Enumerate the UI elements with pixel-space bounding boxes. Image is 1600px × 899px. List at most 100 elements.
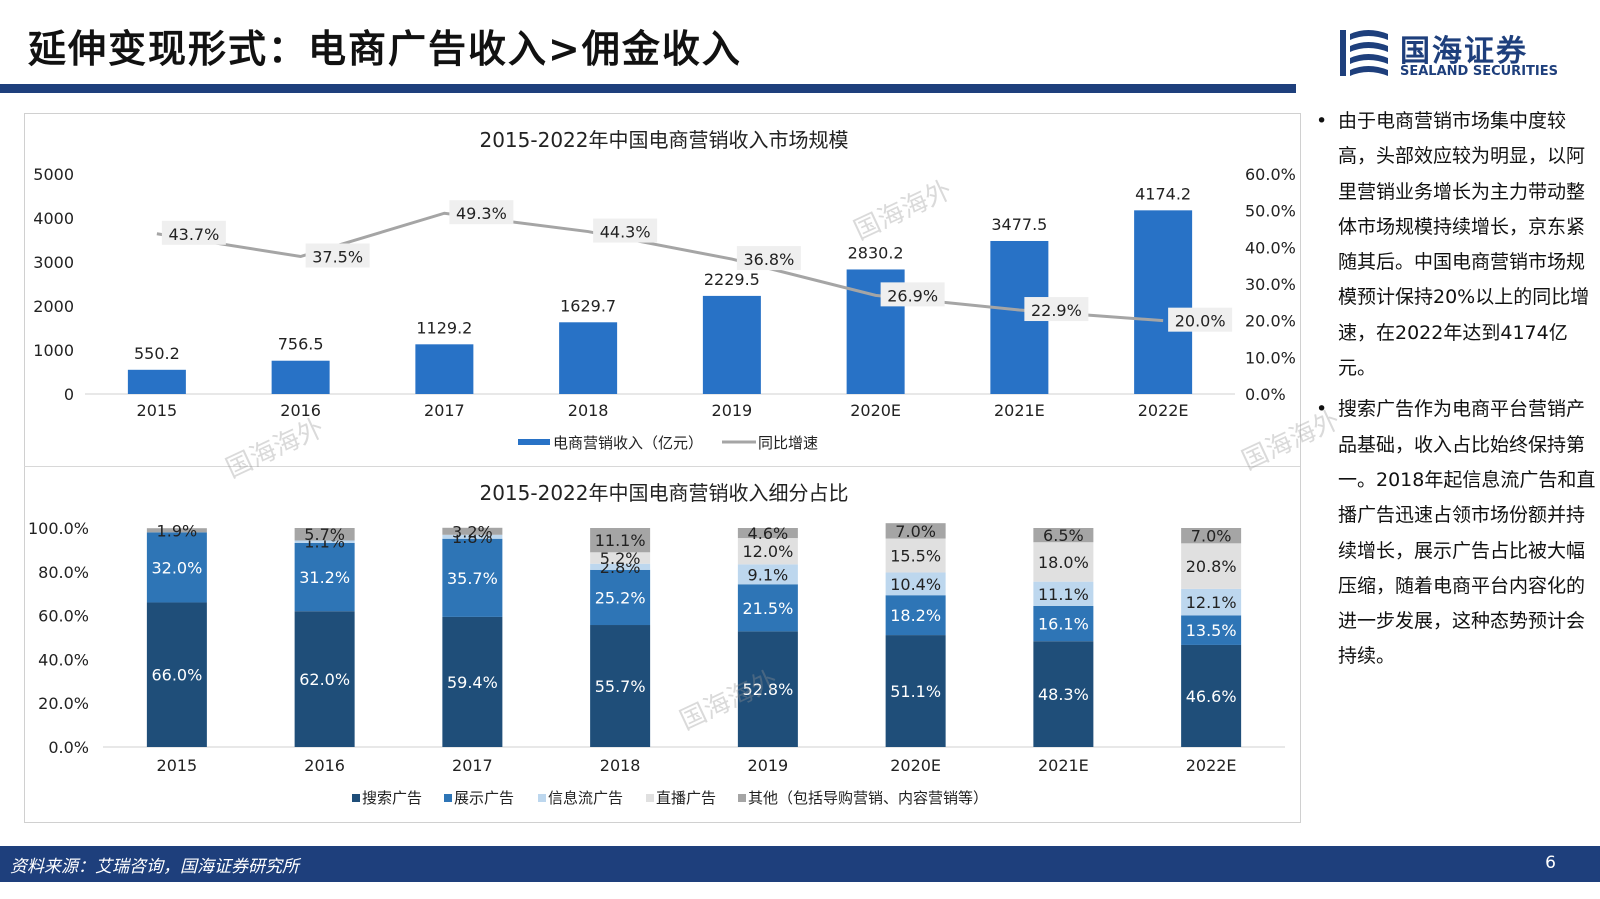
- growth-label: 37.5%: [312, 248, 363, 267]
- revenue-bar: [702, 295, 761, 394]
- legend-label: 展示广告: [454, 789, 514, 807]
- display-ad-segment: [442, 538, 503, 617]
- y-tick-label: 4000: [33, 209, 74, 228]
- legend-swatch: [738, 794, 746, 802]
- feed-ad-segment: [442, 534, 503, 539]
- bullet-text: 搜索广告作为电商平台营销产品基础，收入占比始终保持第一。2018年起信息流广告和…: [1338, 398, 1596, 668]
- x-tick-label: 2020E: [890, 756, 941, 775]
- bullet-dot-icon: •: [1316, 398, 1328, 421]
- growth-label: 36.8%: [743, 250, 794, 269]
- revenue-bar-label: 756.5: [278, 335, 324, 354]
- x-tick-label: 2018: [600, 756, 641, 775]
- display-ad-segment-label: 25.2%: [595, 588, 646, 607]
- y-tick-label: 5000: [33, 165, 74, 184]
- x-tick-label: 2017: [424, 401, 465, 420]
- y-tick-label: 60.0%: [38, 607, 89, 626]
- other-segment: [146, 528, 207, 533]
- feed-ad-segment: [885, 572, 946, 596]
- revenue-bar-label: 3477.5: [991, 215, 1047, 234]
- search-ad-segment-label: 51.1%: [890, 682, 941, 701]
- growth-label: 43.7%: [168, 225, 219, 244]
- legend-swatch: [444, 794, 452, 802]
- growth-label-bg: [161, 220, 226, 245]
- x-tick-label: 2016: [280, 401, 321, 420]
- y-tick-label: 20.0%: [38, 694, 89, 713]
- search-ad-segment-label: 59.4%: [447, 673, 498, 692]
- live-ad-segment: [1181, 543, 1242, 589]
- live-ad-segment: [737, 538, 798, 565]
- display-ad-segment-label: 13.5%: [1186, 621, 1237, 640]
- y-tick-label: 80.0%: [38, 563, 89, 582]
- revenue-bar: [559, 322, 618, 394]
- x-tick-label: 2019: [748, 756, 789, 775]
- feed-ad-segment: [1181, 588, 1242, 616]
- display-ad-segment-label: 35.7%: [447, 569, 498, 588]
- footer-bar: 资料来源：艾瑞咨询，国海证券研究所 6: [0, 846, 1600, 882]
- revenue-bar-label: 4174.2: [1135, 184, 1191, 203]
- footer-source: 资料来源：艾瑞咨询，国海证券研究所: [10, 857, 299, 877]
- y-tick-label: 3000: [33, 253, 74, 272]
- display-ad-segment-label: 32.0%: [151, 558, 202, 577]
- search-ad-segment-label: 62.0%: [299, 670, 350, 689]
- chart-title: 2015-2022年中国电商营销收入细分占比: [479, 481, 848, 505]
- y2-tick-label: 60.0%: [1245, 165, 1296, 184]
- x-tick-label: 2017: [452, 756, 493, 775]
- feed-ad-segment-label: 11.1%: [1038, 585, 1089, 604]
- y2-tick-label: 10.0%: [1245, 348, 1296, 367]
- y-tick-label: 1000: [33, 341, 74, 360]
- search-ad-segment: [442, 616, 503, 747]
- feed-ad-segment-label: 12.1%: [1186, 593, 1237, 612]
- x-tick-label: 2015: [137, 401, 178, 420]
- chart-title: 2015-2022年中国电商营销收入市场规模: [479, 128, 848, 152]
- display-ad-segment: [590, 569, 651, 626]
- live-ad-segment-label: 12.0%: [742, 542, 793, 561]
- growth-label-bg: [449, 200, 514, 225]
- x-tick-label: 2020E: [850, 401, 901, 420]
- search-ad-segment-label: 66.0%: [151, 666, 202, 685]
- live-ad-segment-label: 15.5%: [890, 546, 941, 565]
- display-ad-segment: [1181, 615, 1242, 645]
- live-ad-segment-label: 18.0%: [1038, 553, 1089, 572]
- live-ad-segment: [590, 552, 651, 564]
- other-segment-label: 4.6%: [748, 524, 789, 543]
- display-ad-segment-label: 18.2%: [890, 606, 941, 625]
- display-ad-segment: [737, 584, 798, 632]
- display-ad-segment: [885, 595, 946, 636]
- feed-ad-segment-label: 9.1%: [748, 565, 789, 584]
- other-segment-label: 7.0%: [895, 522, 936, 541]
- y-tick-label: 40.0%: [38, 650, 89, 669]
- chart-divider: [24, 466, 1300, 467]
- other-segment: [590, 528, 651, 553]
- growth-label-bg: [1024, 297, 1089, 322]
- x-tick-label: 2022E: [1138, 401, 1189, 420]
- revenue-bar-label: 1129.2: [416, 318, 472, 337]
- search-ad-segment: [1181, 644, 1242, 747]
- other-segment: [442, 527, 503, 535]
- legend-swatch: [538, 794, 546, 802]
- search-ad-segment: [146, 602, 207, 747]
- legend-label: 信息流广告: [548, 789, 623, 807]
- legend-label-revenue: 电商营销收入（亿元）: [553, 434, 703, 452]
- other-segment-label: 6.5%: [1043, 526, 1084, 545]
- feed-ad-segment: [590, 563, 651, 570]
- other-segment: [1033, 528, 1094, 543]
- logo-emblem-icon: [1340, 30, 1388, 76]
- x-tick-label: 2021E: [994, 401, 1045, 420]
- feed-ad-segment-label: 10.4%: [890, 575, 941, 594]
- growth-label: 26.9%: [887, 286, 938, 305]
- other-segment-label: 7.0%: [1191, 527, 1232, 546]
- other-segment-label: 1.9%: [157, 521, 198, 540]
- search-ad-segment: [885, 635, 946, 747]
- growth-label-bg: [1168, 307, 1233, 332]
- growth-label: 20.0%: [1175, 312, 1226, 331]
- display-ad-segment: [294, 542, 355, 612]
- live-ad-segment: [1033, 542, 1094, 582]
- feed-ad-segment: [1033, 581, 1094, 606]
- page-title: 延伸变现形式：电商广告收入>佣金收入: [28, 27, 742, 71]
- x-tick-label: 2022E: [1186, 756, 1237, 775]
- growth-label: 22.9%: [1031, 301, 1082, 320]
- search-ad-segment: [1033, 641, 1094, 747]
- x-tick-label: 2019: [712, 401, 753, 420]
- display-ad-segment-label: 16.1%: [1038, 615, 1089, 634]
- y-tick-label: 0.0%: [48, 738, 89, 757]
